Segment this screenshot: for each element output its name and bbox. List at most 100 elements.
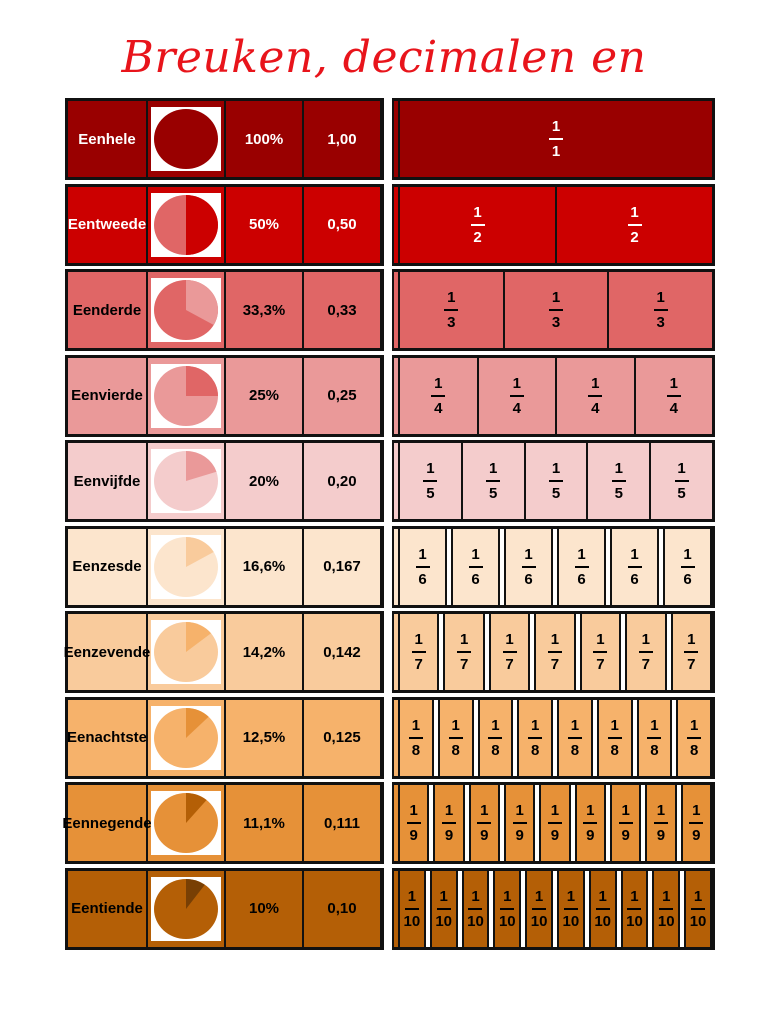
- fraction-denominator: 5: [551, 485, 561, 502]
- fraction-denominator: 4: [591, 399, 600, 417]
- fraction-numerator: 1: [414, 631, 423, 648]
- row-divider: [382, 696, 394, 779]
- pie-cell: [148, 614, 226, 690]
- fraction-numerator: 1: [610, 716, 619, 734]
- pie-chart: [154, 878, 218, 939]
- fraction-label: 1 10: [594, 888, 611, 930]
- fraction-bar: [547, 822, 562, 824]
- fraction-bar: [548, 480, 563, 482]
- fraction-bar: [627, 907, 642, 910]
- pie-slice: [186, 194, 218, 255]
- fraction-bar: [468, 565, 483, 568]
- fraction-name-line1: Een: [63, 643, 92, 661]
- fraction-denominator: 8: [610, 741, 619, 759]
- fraction-bar: [547, 651, 562, 653]
- fraction-label: 1 10: [467, 888, 484, 930]
- fraction-numerator: 1: [411, 716, 421, 734]
- fraction-name-line1: Een: [72, 558, 100, 575]
- fraction-segment: 1 10: [652, 870, 681, 947]
- fraction-numerator: 1: [598, 887, 607, 905]
- fraction-bar: [549, 309, 563, 311]
- pie-cell: [148, 186, 226, 263]
- fraction-row: Een vierde 25% 0,25 1 4 1 4 1 4 1 4: [65, 354, 715, 437]
- decimal-value: 0,20: [304, 443, 382, 519]
- fraction-name-line1: Een: [67, 216, 96, 233]
- pie-frame: [151, 620, 221, 684]
- fraction-denominator: 9: [692, 827, 701, 844]
- fraction-bar: [680, 565, 695, 568]
- fraction-segment: 1 10: [525, 870, 553, 947]
- pie-cell: [148, 870, 226, 947]
- percent-value: 10%: [226, 870, 304, 947]
- fraction-name-line2: achtste: [94, 729, 148, 746]
- fraction-denominator: 10: [657, 912, 675, 930]
- fraction-numerator: 1: [641, 631, 650, 648]
- fraction-denominator: 9: [444, 827, 454, 844]
- fraction-bar: [521, 565, 536, 568]
- fraction-numerator: 1: [550, 802, 560, 819]
- fraction-segment: 1 10: [588, 870, 617, 947]
- fraction-numerator: 1: [524, 545, 533, 563]
- fraction-bar: [593, 651, 608, 653]
- row-divider: [382, 782, 394, 864]
- fraction-numerator: 1: [480, 802, 489, 819]
- fraction-bar: [674, 480, 689, 482]
- fraction-name: Een hele: [68, 101, 148, 177]
- fraction-numerator: 1: [677, 460, 686, 477]
- fraction-denominator: 6: [524, 570, 533, 588]
- pie-frame: [151, 449, 221, 513]
- fraction-denominator: 1: [551, 143, 561, 160]
- fraction-bar: [687, 736, 702, 739]
- fraction-denominator: 3: [447, 314, 456, 331]
- fraction-row: Een achtste 12,5% 0,125 1 8 1 8 1 8 1 8 1 8 1 8 1 8 1 8: [65, 696, 715, 779]
- fraction-numerator: 1: [683, 545, 692, 563]
- pie-slice: [186, 622, 212, 652]
- pie-slice: [186, 707, 209, 738]
- fraction-numerator: 1: [692, 802, 701, 819]
- fraction-numerator: 1: [614, 460, 623, 477]
- pie-chart: [154, 194, 218, 255]
- fraction-bar: [532, 907, 547, 910]
- fraction-bar: [528, 736, 543, 739]
- fraction-denominator: 9: [409, 827, 418, 844]
- fraction-bar: [406, 822, 421, 824]
- fraction-name-line2: tweede: [95, 216, 147, 233]
- fraction-label: 1 10: [499, 888, 516, 930]
- fraction-row: Een negende 11,1% 0,111 1 9 1 9 1 9 1 9 1 9 1 9 1 9 1 9 1 9: [62, 782, 715, 864]
- fraction-denominator: 10: [626, 912, 643, 930]
- fraction-bar: [659, 907, 674, 910]
- fraction-bar: [653, 309, 668, 311]
- fraction-name-line1: Een: [73, 472, 102, 490]
- row-divider: [382, 269, 394, 351]
- decimal-value: 0,167: [304, 528, 382, 605]
- fraction-numerator: 1: [577, 545, 586, 563]
- pie-slice: [186, 536, 214, 567]
- percent-value: 25%: [226, 357, 304, 434]
- fraction-segment: 1 10: [398, 870, 426, 947]
